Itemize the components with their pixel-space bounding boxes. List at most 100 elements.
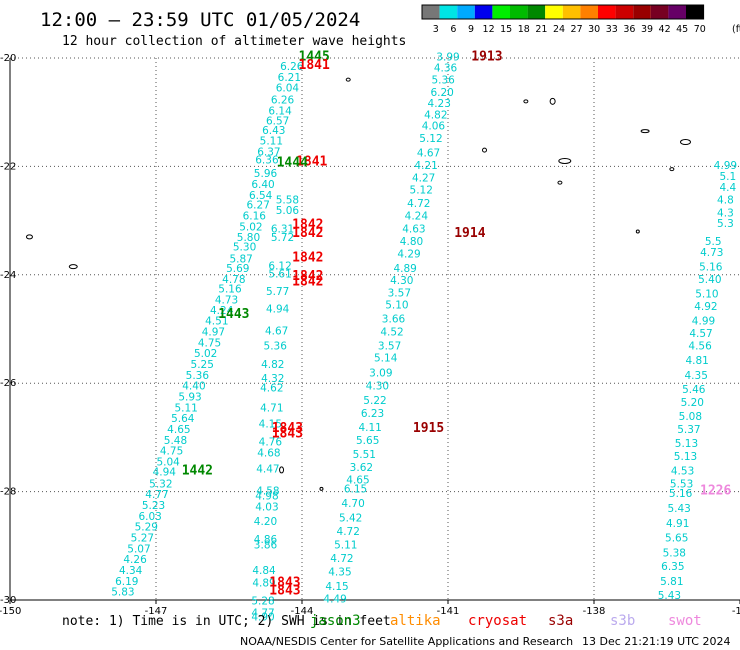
colorbar-swatch [686, 5, 704, 19]
wave-height-value: 4.24 [405, 211, 429, 223]
wave-height-value: 4.75 [198, 337, 221, 349]
colorbar-swatch [510, 5, 528, 19]
colorbar-label: 3 [433, 24, 439, 35]
wave-height-value: 5.43 [667, 503, 690, 515]
pass-time-label: 1913 [471, 50, 502, 65]
wave-height-value: 4.35 [328, 567, 351, 579]
wave-height-value: 6.23 [361, 408, 384, 420]
pass-time-label: 1843 [269, 575, 300, 590]
wave-height-value: 5.51 [353, 449, 376, 461]
wave-height-value: 6.40 [251, 179, 274, 191]
wave-height-value: 4.75 [160, 446, 183, 458]
wave-height-value: 3.86 [254, 540, 278, 552]
wave-height-value: 4.30 [390, 275, 413, 287]
y-tick-label: -26 [0, 378, 16, 389]
wave-height-value: 4.94 [266, 304, 290, 316]
wave-height-value: 5.53 [670, 478, 693, 490]
colorbar-swatch [633, 5, 651, 19]
colorbar-label: 70 [694, 24, 706, 35]
colorbar-swatch [580, 5, 598, 19]
wave-height-value: 5.58 [276, 194, 299, 206]
island-outline [279, 466, 285, 474]
legend-s3b: s3b [610, 613, 635, 629]
legend-s3a: s3a [548, 613, 573, 629]
x-tick-label: -13 [732, 606, 740, 617]
wave-height-value: 4.70 [341, 498, 364, 510]
wave-height-value: 5.69 [226, 263, 249, 275]
wave-height-value: 6.04 [276, 83, 300, 95]
wave-height-value: 4.77 [251, 607, 274, 619]
wave-height-value: 4.98 [255, 491, 278, 503]
colorbar-swatch [474, 5, 493, 19]
wave-height-value: 4.24 [210, 305, 234, 317]
pass-time-label: 1914 [454, 226, 485, 241]
pass-time-label: 1843 [272, 426, 303, 441]
wave-height-value: 5.16 [699, 261, 723, 273]
pass-time-label: 1842 [292, 226, 323, 241]
pass-time-label: 1445 [299, 50, 330, 65]
wave-height-value: 5.11 [334, 540, 357, 552]
wave-height-value: 5.30 [233, 241, 256, 253]
wave-height-value: 6.12 [268, 260, 291, 272]
wave-height-value: 4.30 [366, 381, 389, 393]
legend-cryosat: cryosat [468, 613, 527, 629]
colorbar-label: 18 [518, 24, 530, 35]
wave-height-value: 6.36 [255, 155, 279, 167]
pass-time-label: 1842 [292, 269, 323, 284]
colorbar-label: 15 [500, 24, 512, 35]
wave-height-value: 4.11 [358, 422, 381, 434]
legend-swot: swot [668, 613, 702, 629]
wave-height-value: 5.02 [194, 348, 217, 360]
wave-height-value: 5.48 [164, 435, 187, 447]
wave-height-value: 5.25 [191, 359, 214, 371]
wave-height-value: 5.12 [410, 185, 433, 197]
wave-height-value: 4.15 [259, 419, 282, 431]
wave-height-value: 6.26 [271, 95, 295, 107]
wave-height-value: 4.76 [259, 437, 283, 449]
island-outlines [25, 77, 691, 491]
wave-height-value: 6.54 [249, 190, 273, 202]
pass-time-label: 1841 [299, 58, 330, 73]
wave-height-value: 4.82 [261, 359, 284, 371]
colorbar-label: 39 [641, 24, 653, 35]
island-outline [635, 229, 640, 234]
wave-height-value: 5.61 [268, 269, 291, 281]
wave-height-value: 5.77 [266, 286, 289, 298]
wave-height-value: 5.42 [339, 512, 362, 524]
wave-height-value: 5.20 [681, 397, 704, 409]
island-outline [679, 139, 691, 146]
pass-time-label: 1444 [277, 155, 308, 170]
wave-height-value: 4.73 [215, 295, 238, 307]
wave-height-value: 4.68 [257, 447, 280, 459]
wave-height-value: 4.58 [256, 485, 279, 497]
wave-height-value: 4.27 [412, 173, 435, 185]
island-outline [345, 77, 351, 82]
wave-height-value: 4.47 [256, 464, 279, 476]
wave-height-value: 4.29 [397, 248, 420, 260]
wave-height-value: 4.67 [417, 148, 440, 160]
wave-height-value: 4.52 [380, 327, 403, 339]
island-outline [319, 486, 324, 491]
pass-time-label: 1443 [218, 307, 249, 322]
wave-height-value: 5.13 [674, 451, 697, 463]
wave-height-value: 5.29 [135, 522, 158, 534]
wave-height-value: 4.97 [202, 327, 225, 339]
wave-height-value: 4.89 [252, 577, 275, 589]
colorbar-label: 30 [588, 24, 600, 35]
wave-height-value: 4.63 [402, 224, 425, 236]
colorbar-unit: (ft) [732, 24, 740, 35]
island-outline [558, 157, 572, 164]
satellite-legend: jason3 altika cryosat s3a s3b swot [310, 613, 702, 629]
wave-height-value: 4.78 [222, 274, 245, 286]
pass-time-label: 1226 [700, 483, 731, 498]
wave-height-value: 5.14 [374, 353, 398, 365]
colorbar-label: 6 [450, 24, 456, 35]
wave-height-value: 5.65 [356, 435, 379, 447]
wave-height-value: 6.14 [268, 105, 292, 117]
y-tick-label: -20 [0, 53, 16, 64]
wave-height-value: 5.36 [264, 341, 288, 353]
wave-height-value: 5.28 [251, 595, 274, 607]
wave-height-value: 5.38 [663, 548, 686, 560]
wave-height-value: 5.80 [237, 232, 260, 244]
